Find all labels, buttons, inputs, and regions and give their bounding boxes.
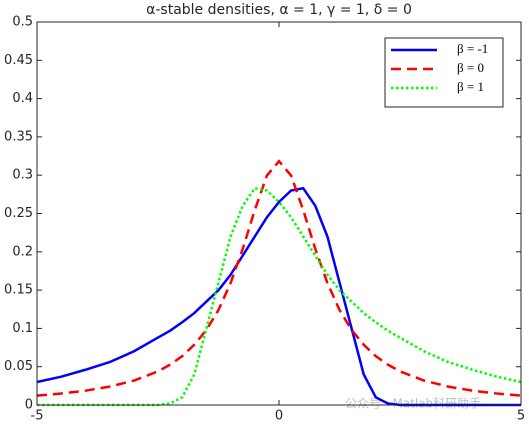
x-tick-label: -5 bbox=[31, 409, 44, 424]
y-tick-label: 0.25 bbox=[4, 206, 33, 221]
legend-label: β = 1 bbox=[457, 79, 484, 94]
y-tick-label: 0.35 bbox=[4, 129, 33, 144]
y-tick-label: 0.1 bbox=[12, 321, 33, 336]
y-tick-label: 0.45 bbox=[4, 53, 33, 68]
legend-label: β = 0 bbox=[457, 60, 484, 75]
x-tick-label: 0 bbox=[275, 409, 283, 424]
legend-label: β = -1 bbox=[457, 41, 488, 56]
y-tick-label: 0.2 bbox=[12, 244, 33, 259]
y-tick-label: 0.5 bbox=[12, 15, 33, 30]
series-line bbox=[36, 159, 522, 397]
watermark: 公众号 · Matlab科研助手 bbox=[345, 397, 481, 411]
y-tick-label: 0.15 bbox=[4, 283, 33, 298]
y-tick-label: 0.4 bbox=[12, 91, 33, 106]
legend: β = -1 β = 0 β = 1 bbox=[384, 37, 504, 108]
y-tick-label: 0.05 bbox=[4, 359, 33, 374]
chart-title: α-stable densities, α = 1, γ = 1, δ = 0 bbox=[146, 2, 412, 18]
y-tick-label: 0 bbox=[25, 398, 33, 413]
y-tick-label: 0.3 bbox=[12, 168, 33, 183]
axes-box bbox=[36, 21, 522, 406]
x-tick-label: 5 bbox=[517, 409, 525, 424]
